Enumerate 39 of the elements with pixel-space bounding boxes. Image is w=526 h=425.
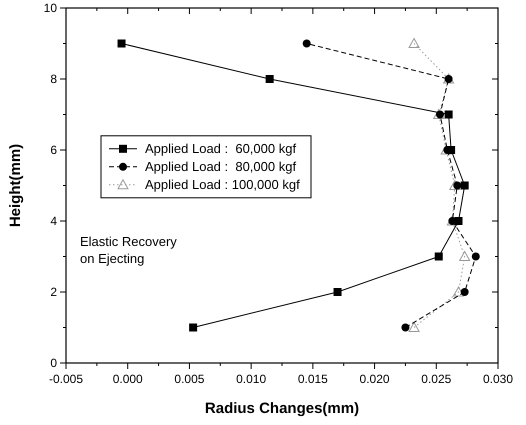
point [266, 75, 274, 83]
legend-label: Applied Load : 60,000 kgf [145, 140, 296, 156]
point [453, 286, 464, 296]
x-tick-label: 0.005 [174, 372, 205, 386]
point [189, 324, 198, 332]
point [408, 322, 420, 332]
x-tick-label: 0.000 [112, 372, 144, 386]
point [460, 288, 469, 296]
point [454, 217, 463, 225]
y-tick-label: 8 [50, 72, 58, 86]
legend-label: Applied Load : 100,000 kgf [145, 176, 300, 192]
point [444, 110, 453, 118]
x-tick-label: 0.020 [360, 372, 390, 386]
point [460, 182, 469, 190]
y-tick-label: 6 [50, 143, 58, 157]
y-tick-label: 2 [50, 285, 58, 299]
legend-label: Applied Load : 80,000 kgf [145, 158, 296, 174]
x-tick-label: 0.015 [298, 372, 328, 386]
y-tick-label: 10 [44, 1, 58, 15]
point [433, 109, 444, 119]
x-tick-label: 0.030 [482, 372, 514, 386]
point [302, 40, 311, 48]
point [459, 251, 470, 261]
y-axis-title: Height(mm) [7, 144, 24, 228]
point [472, 252, 480, 260]
point [118, 40, 126, 48]
point [408, 38, 420, 48]
point [401, 324, 410, 332]
x-tick-label: 0.025 [421, 372, 452, 386]
point [334, 288, 342, 296]
point [449, 180, 460, 190]
y-tick-label: 4 [50, 214, 58, 228]
point [434, 252, 443, 260]
y-tick-label: 0 [50, 356, 58, 370]
x-tick-label: 0.010 [236, 372, 266, 386]
annotation: Elastic Recovery on Ejecting [80, 234, 178, 266]
point [447, 146, 456, 154]
x-tick-label: -0.005 [48, 372, 84, 386]
x-axis-title: Radius Changes(mm) [204, 400, 360, 417]
